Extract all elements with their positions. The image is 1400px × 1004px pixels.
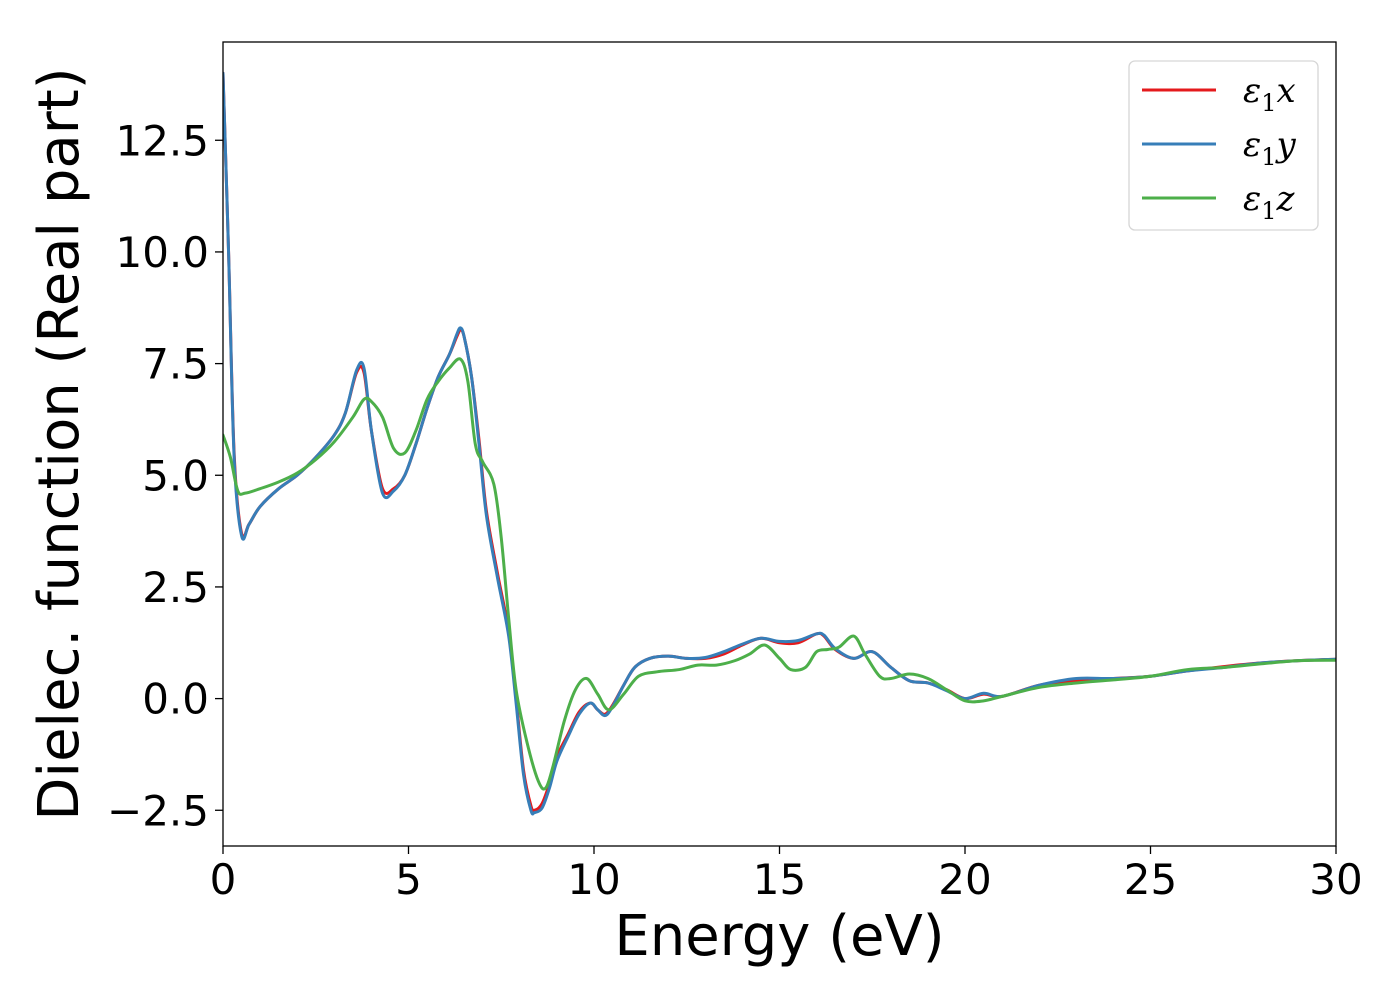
y-axis: −2.5 0.0 2.5 5.0 7.5 10.0 12.5 (107, 116, 223, 835)
y-tick-label: 5.0 (142, 451, 209, 500)
legend-label-symbol: ε (1243, 71, 1261, 111)
y-tick-label: 2.5 (142, 563, 209, 612)
series-line-z (223, 357, 1336, 791)
legend-label-x: ε1x (1243, 71, 1296, 117)
y-tick-label: 7.5 (142, 340, 209, 389)
legend-label-variable: y (1275, 125, 1297, 165)
y-tick-label: −2.5 (107, 786, 209, 835)
legend-label-variable: z (1276, 179, 1296, 219)
plot-series-group (223, 71, 1336, 816)
y-axis-label: Dielec. function (Real part) (27, 67, 92, 820)
x-tick-label: 5 (395, 855, 422, 904)
legend-label-subscript: 1 (1261, 143, 1276, 171)
x-tick-label: 10 (567, 855, 620, 904)
legend-label-subscript: 1 (1261, 197, 1276, 225)
x-tick-label: 25 (1124, 855, 1177, 904)
legend-label-variable: x (1277, 71, 1296, 111)
legend-label-symbol: ε (1243, 125, 1261, 165)
x-axis: 0 5 10 15 20 25 30 (210, 846, 1363, 904)
x-tick-label: 15 (753, 855, 806, 904)
legend-label-y: ε1y (1243, 125, 1297, 171)
legend-label-symbol: ε (1243, 179, 1261, 219)
legend-box (1128, 60, 1319, 231)
y-tick-label: 12.5 (115, 116, 209, 165)
x-tick-label: 20 (938, 855, 991, 904)
x-tick-label: 0 (210, 855, 237, 904)
x-axis-label: Energy (eV) (614, 904, 944, 969)
legend-label-subscript: 1 (1261, 89, 1276, 117)
series-line-y (223, 71, 1336, 816)
y-tick-label: 10.0 (115, 228, 209, 277)
x-tick-label: 30 (1309, 855, 1362, 904)
legend-label-z: ε1z (1243, 179, 1296, 225)
y-tick-label: 0.0 (142, 675, 209, 724)
